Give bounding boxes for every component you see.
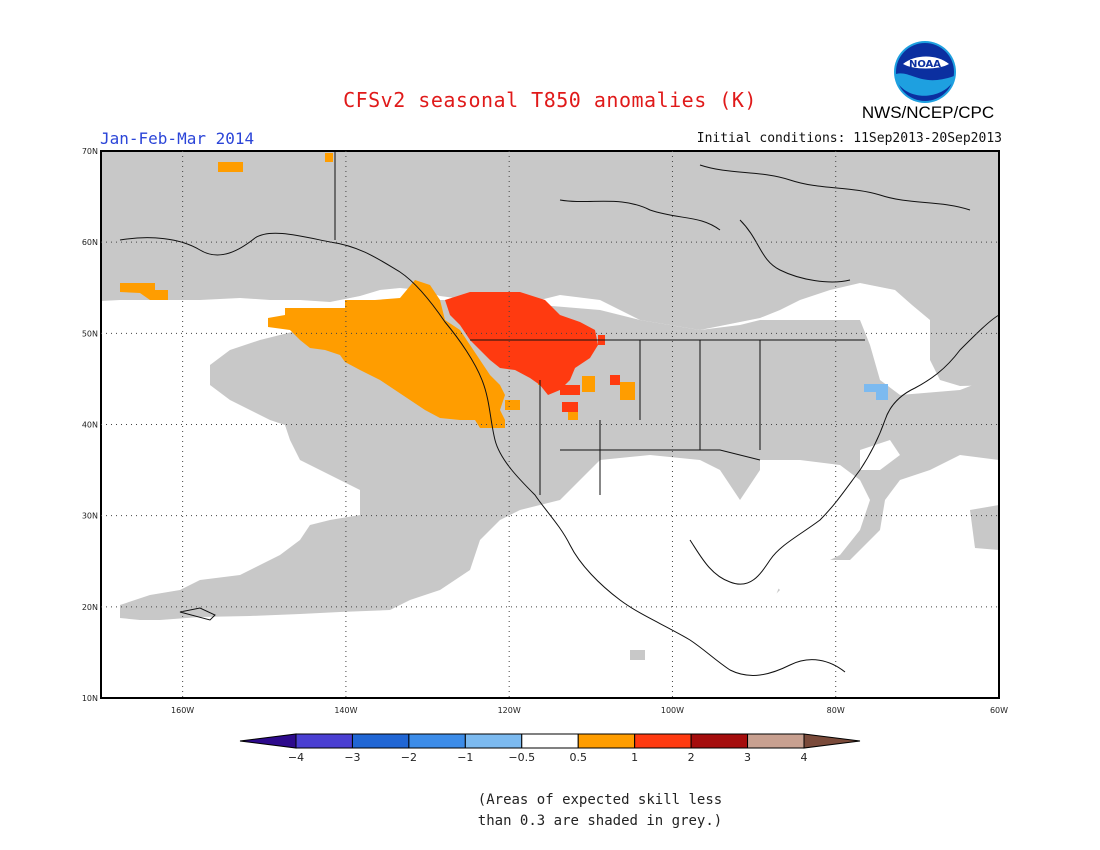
coastlines [119, 151, 1000, 676]
colorbar-label: −2 [401, 751, 417, 764]
colorbar-label: −4 [288, 751, 304, 764]
colorbar-label: 1 [631, 751, 638, 764]
warm-anomaly-1-2 [445, 292, 620, 412]
lat-label: 20N [82, 603, 98, 612]
graticule-labels: 70N 60N 50N 40N 30N 20N 10N 160W 140W 120W 100W 80W… [82, 147, 1008, 715]
colorbar-swatch [577, 733, 636, 749]
lon-label: 60W [990, 706, 1008, 715]
lat-label: 10N [82, 694, 98, 703]
colorbar-arrow-low [239, 733, 297, 749]
colorbar-label: 2 [688, 751, 695, 764]
lon-label: 160W [171, 706, 194, 715]
colorbar-label: 0.5 [569, 751, 587, 764]
colorbar-swatch [351, 733, 410, 749]
lat-label: 60N [82, 238, 98, 247]
agency-label: NWS/NCEP/CPC [861, 103, 995, 122]
colorbar-label: 3 [744, 751, 751, 764]
noaa-logo-icon: NOAA [894, 41, 956, 103]
colorbar-label: −0.5 [508, 751, 535, 764]
colorbar-swatch [521, 733, 579, 749]
lon-label: 100W [661, 706, 684, 715]
lon-label: 80W [827, 706, 845, 715]
skill-note: (Areas of expected skill less than 0.3 a… [470, 790, 730, 832]
skill-note-line-2: than 0.3 are shaded in grey.) [477, 813, 723, 829]
colorbar: −4 −3 −2 −1 −0.5 0.5 1 2 3 4 [239, 733, 861, 764]
colorbar-label: −1 [457, 751, 473, 764]
lon-label: 120W [498, 706, 521, 715]
lat-label: 40N [82, 421, 98, 430]
colorbar-label: 4 [801, 751, 808, 764]
lat-label: 50N [82, 329, 98, 338]
logo-text: NOAA [909, 59, 941, 70]
lat-label: 70N [82, 147, 98, 156]
colorbar-swatch [690, 733, 749, 749]
lon-label: 140W [334, 706, 357, 715]
no-skill-white-region [590, 440, 900, 660]
colorbar-swatch [634, 733, 692, 749]
colorbar-arrow-high [803, 733, 861, 749]
forecast-period: Jan-Feb-Mar 2014 [100, 129, 255, 148]
colorbar-swatch [747, 733, 805, 749]
colorbar-label: −3 [344, 751, 360, 764]
skill-note-line-1: (Areas of expected skill less [477, 792, 723, 808]
low-skill-grey-region [101, 151, 999, 660]
colorbar-swatch [464, 733, 523, 749]
colorbar-swatch [408, 733, 466, 749]
chart-title: CFSv2 seasonal T850 anomalies (K) [343, 88, 757, 112]
graticule [101, 151, 999, 698]
cool-anomaly-minus-1-minus-0.5 [864, 384, 888, 400]
initial-conditions: Initial conditions: 11Sep2013-20Sep2013 [696, 131, 1002, 146]
lat-label: 30N [82, 512, 98, 521]
colorbar-swatch [295, 733, 353, 749]
